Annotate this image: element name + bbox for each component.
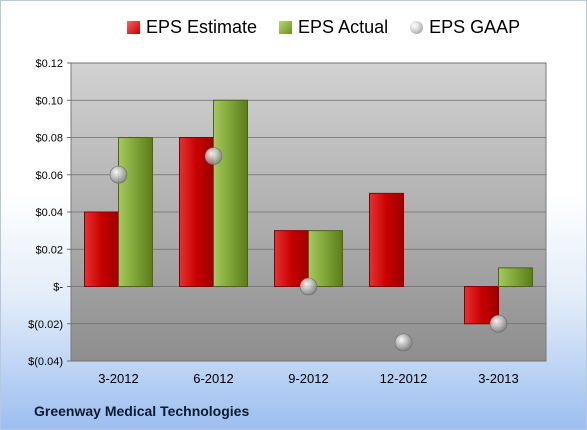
legend-swatch-eps-actual bbox=[279, 21, 293, 34]
legend-label-eps-actual: EPS Actual bbox=[298, 17, 389, 37]
y-tick-label: $- bbox=[53, 282, 63, 294]
bar-eps-actual bbox=[213, 99, 248, 287]
x-tick-label: 12-2012 bbox=[380, 371, 428, 386]
bar-eps-actual bbox=[308, 230, 343, 287]
x-tick-label: 3-2012 bbox=[98, 371, 138, 386]
point-eps-gaap bbox=[394, 333, 413, 352]
legend: EPS Estimate EPS Actual EPS GAAP bbox=[127, 17, 520, 38]
y-tick-label: $0.12 bbox=[35, 58, 63, 70]
y-tick-label: $(0.04) bbox=[28, 356, 63, 368]
legend-label-eps-estimate: EPS Estimate bbox=[146, 17, 258, 37]
x-tick-label: 3-2013 bbox=[478, 371, 518, 386]
y-tick-label: $0.02 bbox=[35, 244, 63, 256]
point-eps-gaap bbox=[109, 165, 128, 184]
x-tick-label: 6-2012 bbox=[193, 371, 233, 386]
y-tick-label: $0.10 bbox=[35, 95, 63, 107]
legend-item-eps-gaap: EPS GAAP bbox=[410, 17, 520, 38]
y-tick-label: $(0.02) bbox=[28, 319, 63, 331]
bar-eps-actual bbox=[118, 137, 153, 287]
point-eps-gaap bbox=[489, 314, 508, 333]
y-tick-label: $0.08 bbox=[35, 133, 63, 145]
legend-item-eps-estimate: EPS Estimate bbox=[127, 17, 257, 38]
bar-eps-estimate bbox=[274, 230, 309, 287]
legend-swatch-eps-estimate bbox=[127, 21, 140, 34]
legend-swatch-eps-gaap bbox=[410, 21, 424, 34]
x-tick-label: 9-2012 bbox=[288, 371, 328, 386]
bar-eps-estimate bbox=[84, 211, 119, 287]
legend-label-eps-gaap: EPS GAAP bbox=[429, 17, 521, 37]
point-eps-gaap bbox=[204, 147, 223, 165]
legend-item-eps-actual: EPS Actual bbox=[279, 17, 388, 38]
bar-eps-estimate bbox=[369, 192, 404, 287]
y-tick-label: $0.06 bbox=[35, 170, 63, 182]
point-eps-gaap bbox=[299, 277, 318, 296]
company-name: Greenway Medical Technologies bbox=[34, 403, 250, 419]
y-tick-label: $0.04 bbox=[35, 207, 63, 219]
bar-eps-actual bbox=[498, 267, 533, 287]
